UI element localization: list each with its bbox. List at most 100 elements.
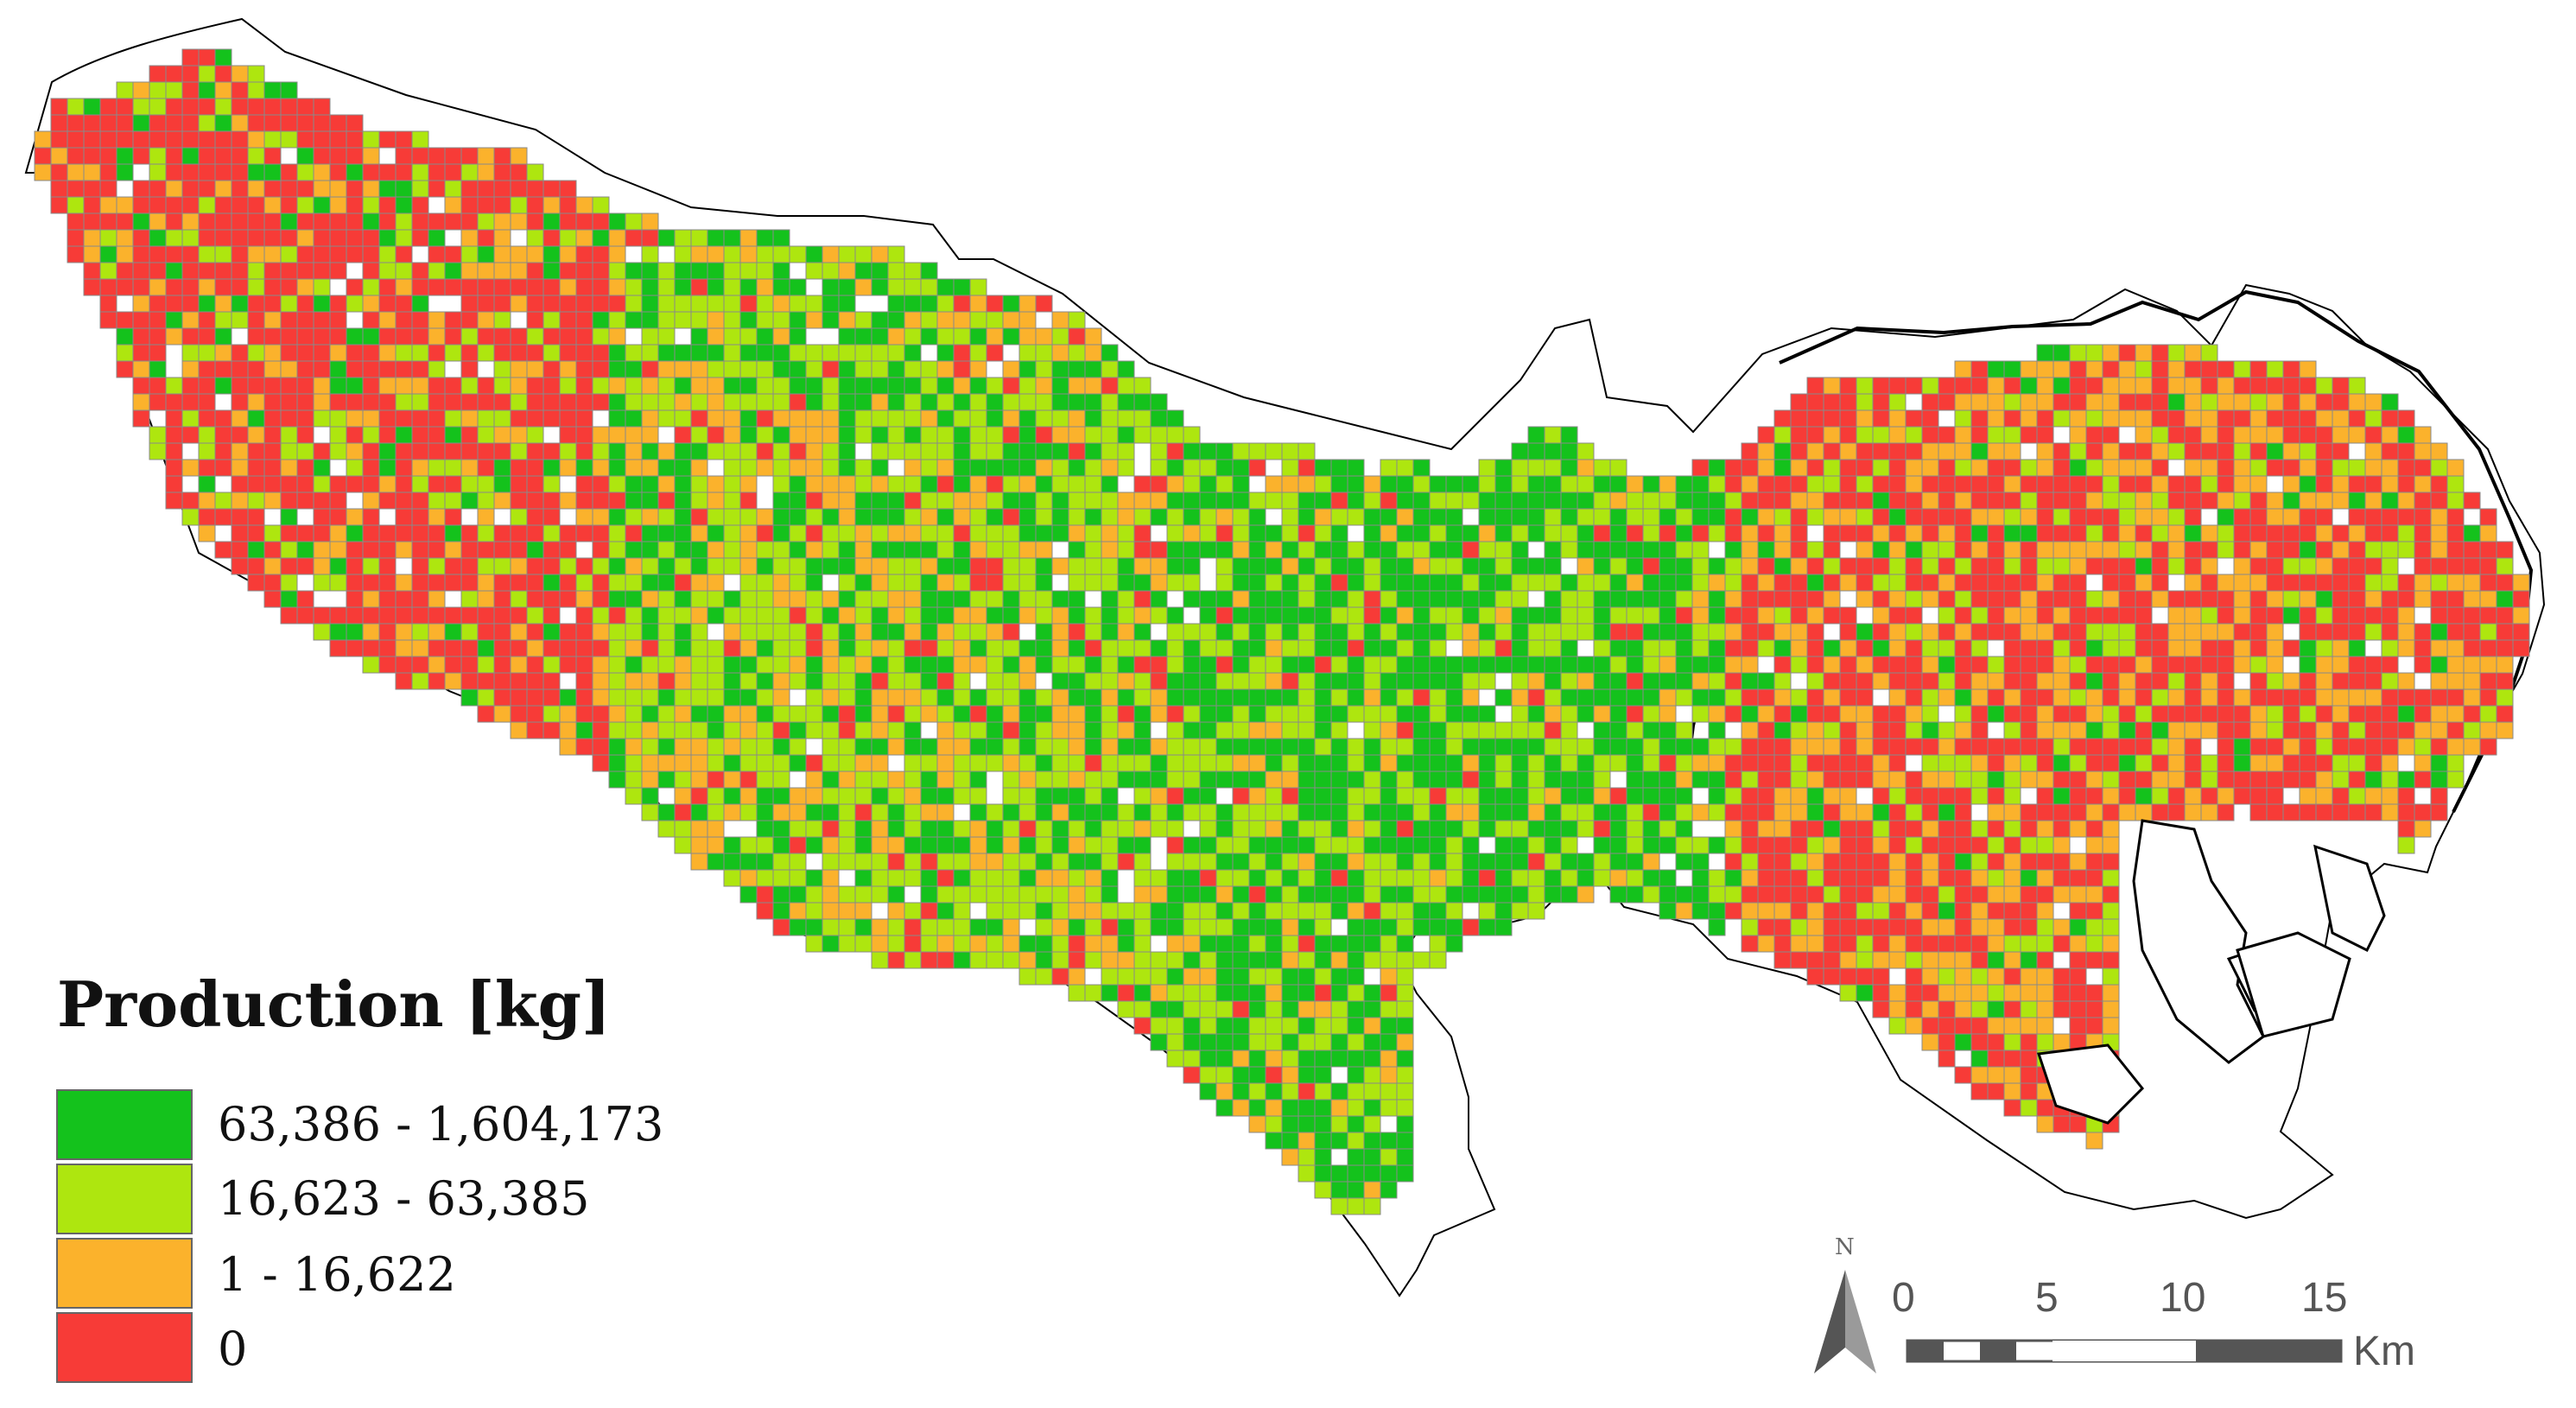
grid-cell: [1248, 492, 1266, 510]
grid-cell: [789, 705, 807, 723]
grid-cell: [986, 738, 1004, 756]
grid-cell: [2053, 836, 2071, 854]
grid-cell: [2348, 771, 2366, 789]
grid-cell: [165, 245, 183, 263]
grid-cell: [920, 738, 938, 756]
grid-cell: [1938, 606, 1956, 625]
grid-cell: [378, 639, 397, 657]
grid-cell: [723, 836, 741, 854]
grid-cell: [1790, 721, 1808, 739]
grid-cell: [1363, 803, 1381, 821]
grid-cell: [1823, 590, 1841, 608]
grid-cell: [280, 327, 298, 346]
grid-cell: [1018, 902, 1037, 920]
grid-cell: [904, 623, 922, 641]
grid-cell: [132, 98, 150, 116]
grid-cell: [313, 606, 331, 625]
grid-cell: [247, 409, 265, 428]
grid-cell: [1494, 787, 1513, 805]
grid-cell: [1133, 721, 1152, 739]
grid-cell: [1183, 639, 1201, 657]
grid-cell: [280, 541, 298, 559]
grid-cell: [477, 492, 495, 510]
grid-cell: [1921, 787, 1939, 805]
grid-cell: [1314, 951, 1332, 969]
grid-cell: [2266, 705, 2284, 723]
grid-cell: [1298, 803, 1316, 821]
grid-cell: [477, 688, 495, 707]
grid-cell: [313, 360, 331, 378]
grid-cell: [1856, 557, 1874, 575]
grid-cell: [2167, 705, 2186, 723]
grid-cell: [608, 393, 626, 411]
grid-cell: [2249, 705, 2268, 723]
grid-cell: [2020, 688, 2038, 707]
grid-cell: [2249, 656, 2268, 674]
grid-cell: [378, 360, 397, 378]
grid-cell: [1577, 442, 1595, 460]
grid-cell: [2135, 803, 2153, 821]
grid-cell: [657, 524, 676, 542]
grid-cell: [1724, 754, 1742, 772]
grid-cell: [263, 163, 282, 181]
grid-cell: [2003, 1050, 2021, 1068]
grid-cell: [1724, 541, 1742, 559]
grid-cell: [1363, 918, 1381, 936]
grid-cell: [2036, 754, 2054, 772]
grid-cell: [1921, 524, 1939, 542]
grid-cell: [1560, 771, 1578, 789]
grid-cell: [2102, 606, 2120, 625]
grid-cell: [1396, 1164, 1414, 1183]
grid-cell: [2020, 869, 2038, 887]
grid-cell: [2217, 623, 2235, 641]
grid-cell: [1380, 885, 1398, 904]
grid-cell: [2102, 803, 2120, 821]
grid-cell: [2053, 803, 2071, 821]
grid-cell: [1659, 541, 1677, 559]
grid-cell: [1330, 771, 1348, 789]
grid-cell: [1035, 738, 1053, 756]
grid-cell: [2249, 360, 2268, 378]
grid-cell: [1970, 918, 1989, 936]
grid-cell: [1298, 672, 1316, 690]
grid-cell: [165, 147, 183, 165]
grid-cell: [887, 902, 905, 920]
grid-cell: [2249, 409, 2268, 428]
grid-cell: [1790, 459, 1808, 477]
grid-cell: [1806, 803, 1824, 821]
grid-cell: [1396, 721, 1414, 739]
grid-cell: [1117, 951, 1135, 969]
grid-cell: [690, 738, 708, 756]
grid-cell: [969, 738, 987, 756]
grid-cell: [723, 229, 741, 247]
grid-cell: [2053, 492, 2071, 510]
grid-cell: [789, 459, 807, 477]
grid-cell: [920, 705, 938, 723]
grid-cell: [428, 311, 446, 329]
grid-cell: [592, 738, 610, 756]
grid-cell: [723, 787, 741, 805]
grid-cell: [411, 590, 429, 608]
grid-cell: [1068, 885, 1086, 904]
grid-cell: [1347, 836, 1365, 854]
grid-cell: [1051, 771, 1069, 789]
grid-cell: [1396, 820, 1414, 838]
grid-cell: [280, 409, 298, 428]
grid-cell: [313, 492, 331, 510]
grid-cell: [1462, 590, 1480, 608]
grid-cell: [690, 557, 708, 575]
grid-cell: [329, 639, 347, 657]
grid-cell: [2003, 705, 2021, 723]
grid-cell: [986, 656, 1004, 674]
grid-cell: [1741, 541, 1759, 559]
grid-cell: [772, 754, 790, 772]
grid-cell: [739, 787, 758, 805]
grid-cell: [887, 590, 905, 608]
grid-cell: [1265, 492, 1283, 510]
grid-cell: [871, 442, 889, 460]
grid-cell: [953, 820, 971, 838]
grid-cell: [1215, 705, 1234, 723]
grid-cell: [395, 278, 413, 296]
grid-cell: [395, 475, 413, 493]
grid-cell: [460, 409, 479, 428]
